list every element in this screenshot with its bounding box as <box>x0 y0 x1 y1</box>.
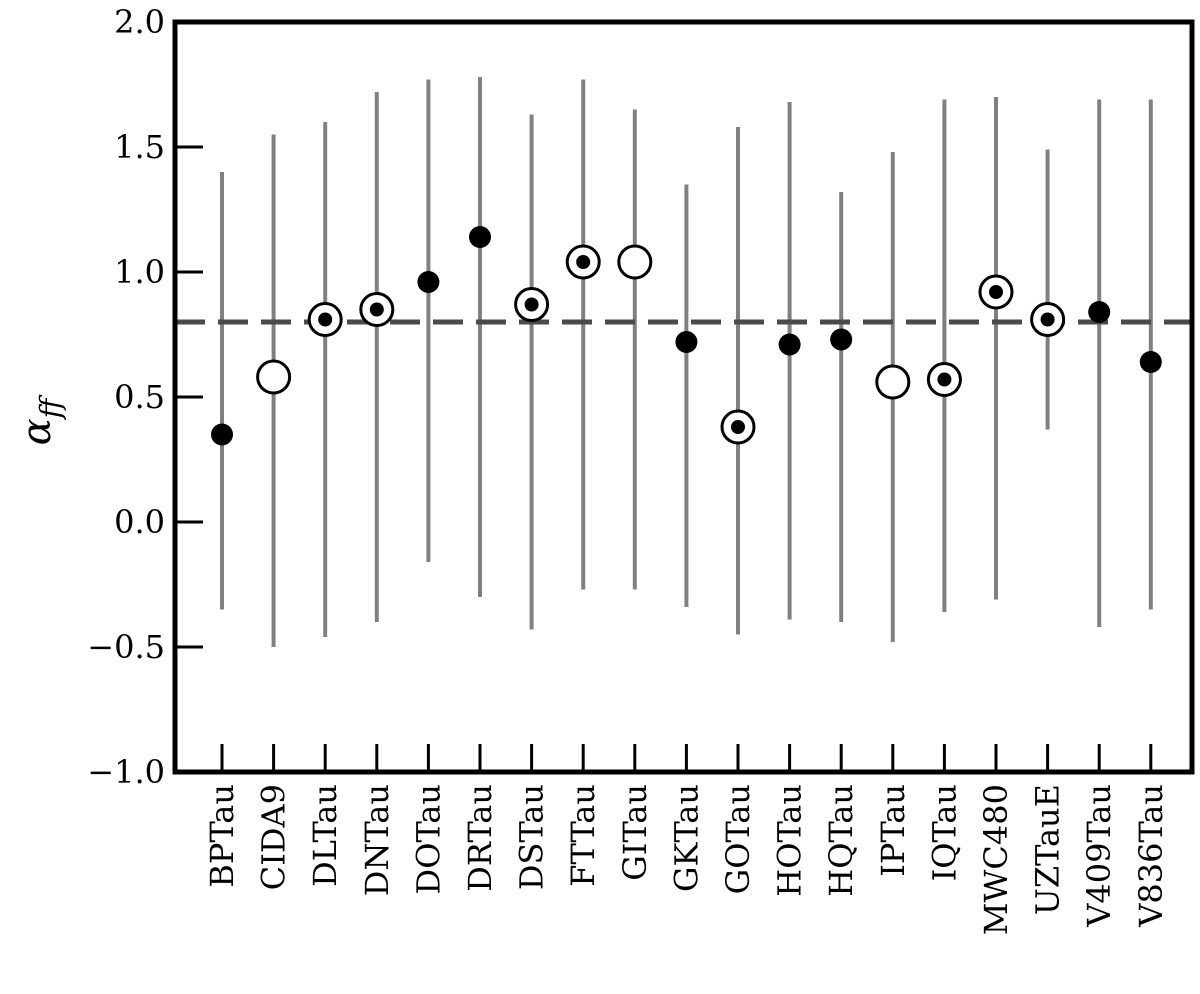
x-tick-label-CIDA9: CIDA9 <box>255 784 293 890</box>
x-tick-label-FTTau: FTTau <box>564 784 602 887</box>
y-tick-label: 0.5 <box>114 378 165 416</box>
point-DSTau <box>524 297 539 312</box>
point-GITau <box>617 244 653 280</box>
point-FTTau <box>576 255 591 269</box>
x-tick-label-IQTau: IQTau <box>925 784 963 881</box>
y-tick-label: 0.0 <box>114 503 165 541</box>
x-tick-label-V836Tau: V836Tau <box>1132 784 1170 928</box>
x-tick-label-DOTau: DOTau <box>409 784 447 894</box>
point-BPTau <box>211 423 233 446</box>
point-UZTauE <box>1040 312 1055 327</box>
y-tick-label: 1.5 <box>114 128 165 166</box>
x-tick-label-DNTau: DNTau <box>358 784 396 896</box>
point-DNTau <box>369 302 384 317</box>
x-tick-label-GKTau: GKTau <box>667 784 705 892</box>
x-tick-label-HQTau: HQTau <box>822 784 860 897</box>
x-tick-label-GITau: GITau <box>616 784 654 881</box>
x-tick-label-BPTau: BPTau <box>203 784 241 888</box>
point-V409Tau <box>1088 301 1111 323</box>
x-tick-label-IPTau: IPTau <box>874 784 912 877</box>
x-tick-label-V409Tau: V409Tau <box>1080 784 1118 928</box>
y-tick-label: 1.0 <box>114 253 165 291</box>
y-tick-label: −0.5 <box>87 628 165 666</box>
data-points <box>211 226 1162 446</box>
point-IQTau <box>937 372 952 387</box>
x-tick-label-MWC480: MWC480 <box>977 784 1015 935</box>
plot-frame <box>172 19 1195 775</box>
x-axis: BPTau CIDA9 DLTau DNTau DOTau DRTau DSTau FTTau… <box>203 744 1170 935</box>
errorbars <box>220 77 1153 647</box>
y-axis-label: αff <box>14 394 67 445</box>
point-V836Tau <box>1139 351 1162 373</box>
point-DRTau <box>469 226 491 248</box>
point-HOTau <box>778 333 801 356</box>
y-axis: −1.0 −0.5 0.0 0.5 1.0 1.5 2.0 <box>87 3 203 791</box>
point-DLTau <box>318 312 333 327</box>
x-tick-label-GOTau: GOTau <box>719 784 757 894</box>
y-tick-label: 2.0 <box>114 3 165 41</box>
y-tick-label: −1.0 <box>87 753 165 791</box>
x-tick-label-DRTau: DRTau <box>461 784 499 892</box>
point-IPTau <box>875 364 911 400</box>
point-CIDA9 <box>256 359 292 395</box>
point-DOTau <box>417 271 440 293</box>
x-tick-label-HOTau: HOTau <box>771 784 809 897</box>
point-GKTau <box>675 331 698 353</box>
point-HQTau <box>830 328 853 351</box>
y-axis-label-symbol: α <box>14 418 60 445</box>
x-tick-label-DSTau: DSTau <box>513 784 551 890</box>
y-axis-label-subscript: ff <box>34 394 67 420</box>
point-GOTau <box>731 420 745 434</box>
x-tick-label-DLTau: DLTau <box>306 784 344 887</box>
x-tick-label-UZTauE: UZTauE <box>1029 784 1067 915</box>
point-MWC480 <box>989 285 1003 299</box>
